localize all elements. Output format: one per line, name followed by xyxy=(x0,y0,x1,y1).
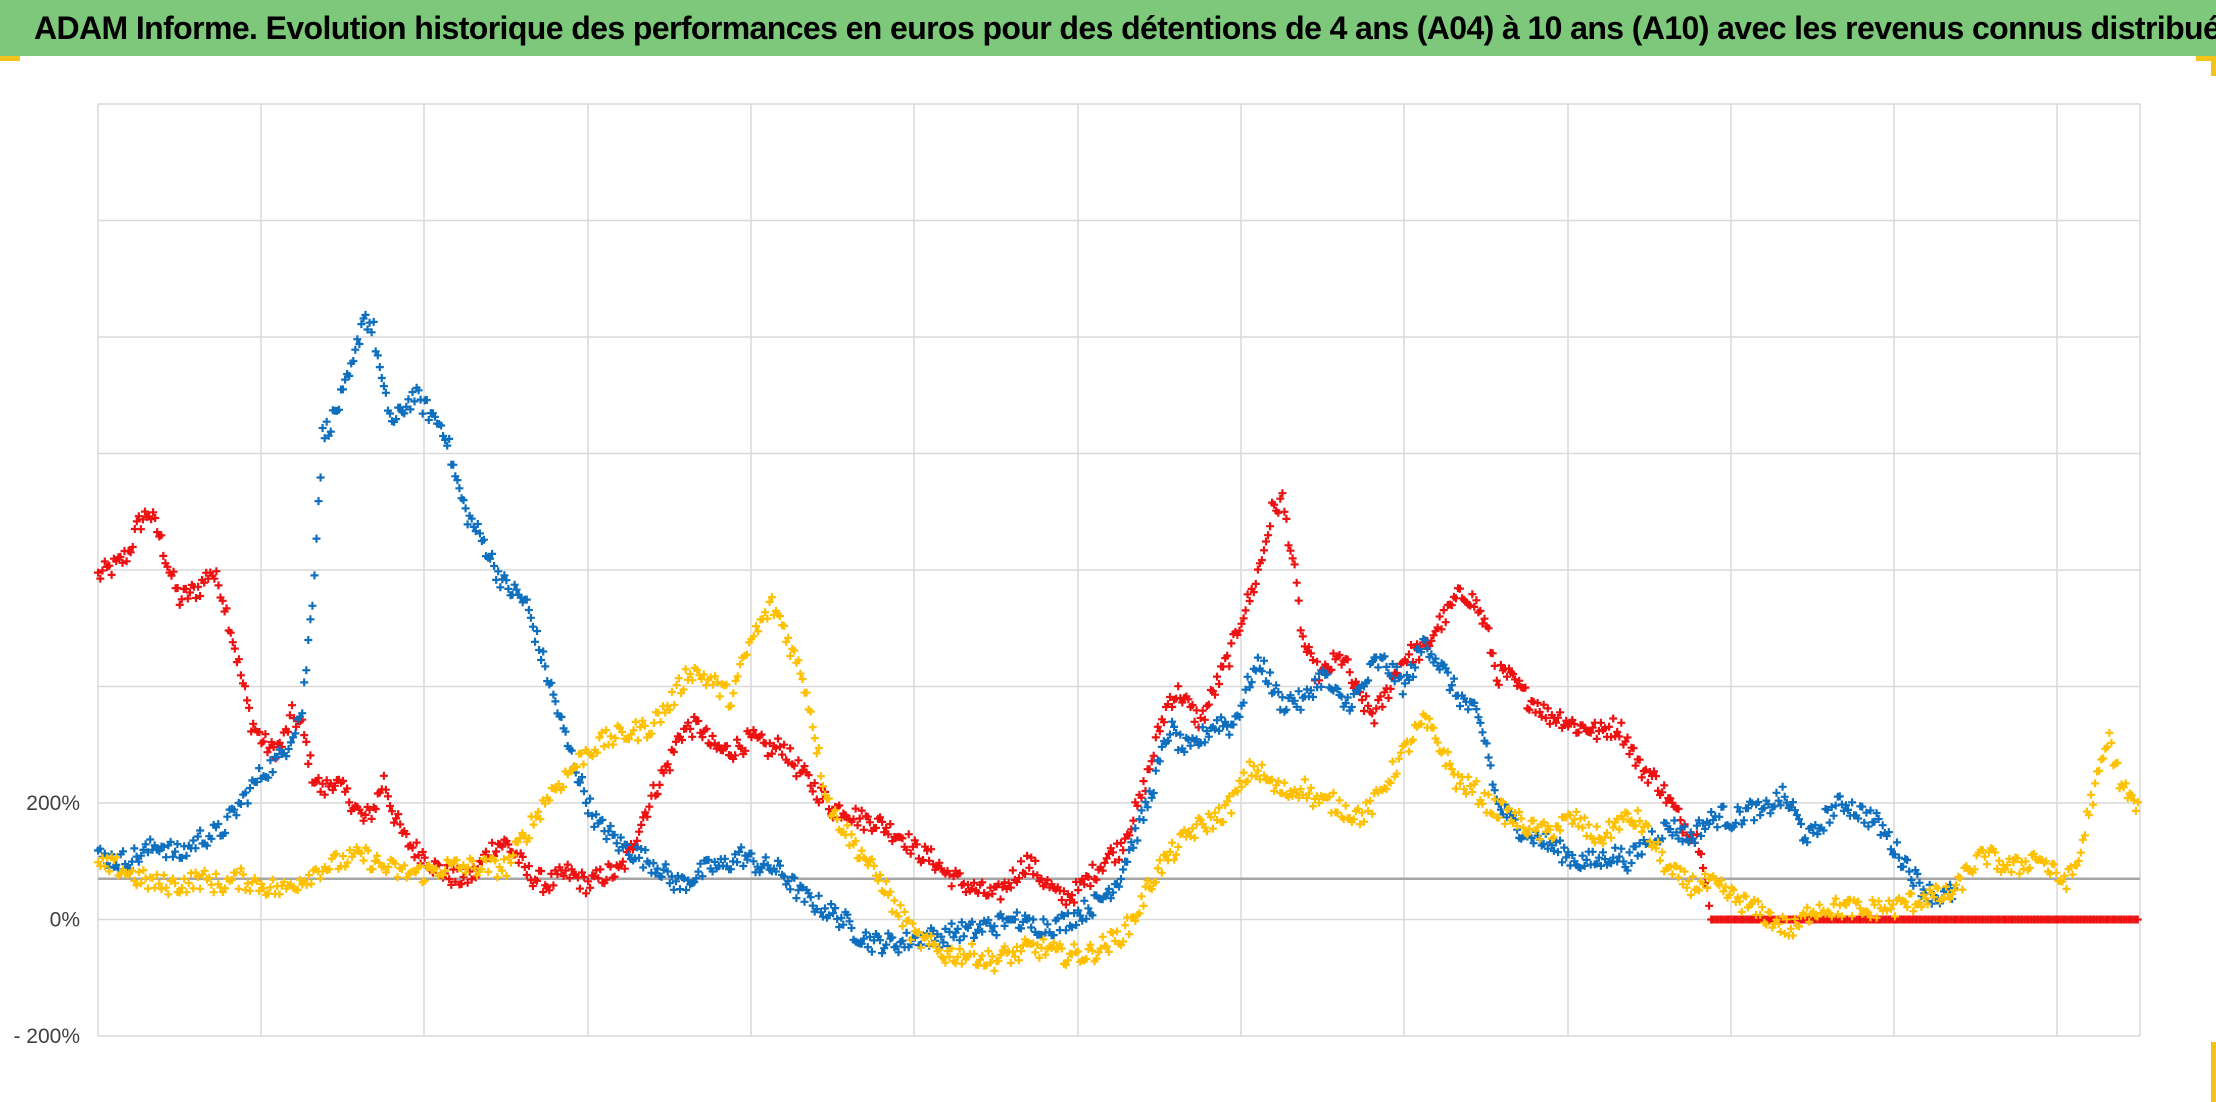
corner-accent-top-left xyxy=(0,56,20,61)
corner-accent-top-right xyxy=(2196,56,2216,61)
y-axis-tick-labels: - 200% 0% 200% xyxy=(13,792,80,1048)
y-tick-label: - 200% xyxy=(13,1025,80,1048)
series-3-markers xyxy=(94,593,2142,975)
chart-title-bar: ADAM Informe. Evolution historique des p… xyxy=(0,0,2216,56)
y-tick-label: 0% xyxy=(50,909,80,932)
corner-accent-bottom-right xyxy=(2211,1042,2216,1102)
corner-accent-top-right-vertical xyxy=(2211,56,2216,76)
series-1-markers xyxy=(94,489,2142,924)
data-series xyxy=(94,310,2142,975)
gridlines xyxy=(97,103,2141,1037)
series-1 xyxy=(94,489,2142,924)
series-3 xyxy=(94,593,2142,975)
chart-title: ADAM Informe. Evolution historique des p… xyxy=(34,9,2216,46)
y-tick-label: 200% xyxy=(26,792,80,815)
